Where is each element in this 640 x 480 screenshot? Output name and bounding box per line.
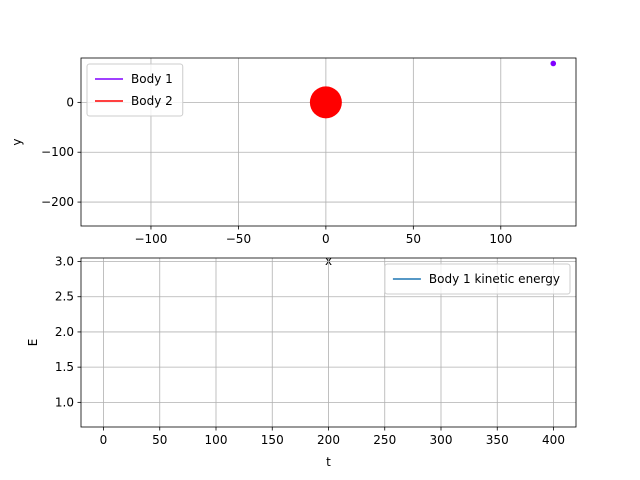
trajectory-ticks: −100 −50 0 50 100 0 −100 −200 [41, 95, 512, 246]
legend-entry-label: Body 2 [131, 94, 173, 108]
trajectory-legend: Body 1 Body 2 [86, 63, 184, 117]
x-tick-label: 0 [100, 433, 108, 447]
x-tick-label: −50 [226, 232, 251, 246]
x-tick-label: 350 [486, 433, 509, 447]
series-1-marker [550, 60, 557, 67]
x-tick-label: 200 [317, 433, 340, 447]
y-tick-label: 2.5 [55, 290, 74, 304]
legend-entry-label: Body 1 [131, 72, 173, 86]
legend-entry-label: Body 1 kinetic energy [429, 272, 560, 286]
y-tick-label: 1.0 [55, 395, 74, 409]
energy-x-axis-label: t [326, 455, 331, 469]
x-tick-label: 150 [261, 433, 284, 447]
trajectory-markers [309, 60, 557, 119]
y-tick-label: 2.0 [55, 325, 74, 339]
x-tick-label: 50 [152, 433, 167, 447]
legend-box [86, 63, 184, 117]
x-tick-label: 100 [489, 232, 512, 246]
y-tick-label: 0 [66, 95, 74, 109]
energy-legend: Body 1 kinetic energy [384, 263, 571, 295]
y-tick-label: −100 [41, 145, 74, 159]
trajectory-y-axis-label: y [10, 138, 24, 145]
energy-axes: 0 50 100 150 200 250 300 350 4001.01.52.02.53.0 … [26, 255, 577, 469]
y-tick-label: 3.0 [55, 255, 74, 269]
x-tick-label: 100 [205, 433, 228, 447]
x-tick-label: 400 [542, 433, 565, 447]
trajectory-axes-frame [80, 57, 577, 227]
x-tick-label: −100 [134, 232, 167, 246]
series-2-marker [309, 86, 342, 119]
y-tick-label: 1.5 [55, 360, 74, 374]
legend-box [384, 263, 571, 295]
x-tick-label: 250 [373, 433, 396, 447]
x-tick-label: 0 [322, 232, 330, 246]
y-tick-label: −200 [41, 195, 74, 209]
energy-ticks: 0 50 100 150 200 250 300 350 400 1.0 1.5 2.0 2.5 3.0 [55, 255, 565, 447]
x-tick-label: 300 [430, 433, 453, 447]
x-tick-label: 50 [406, 232, 421, 246]
energy-y-axis-label: E [26, 339, 40, 347]
